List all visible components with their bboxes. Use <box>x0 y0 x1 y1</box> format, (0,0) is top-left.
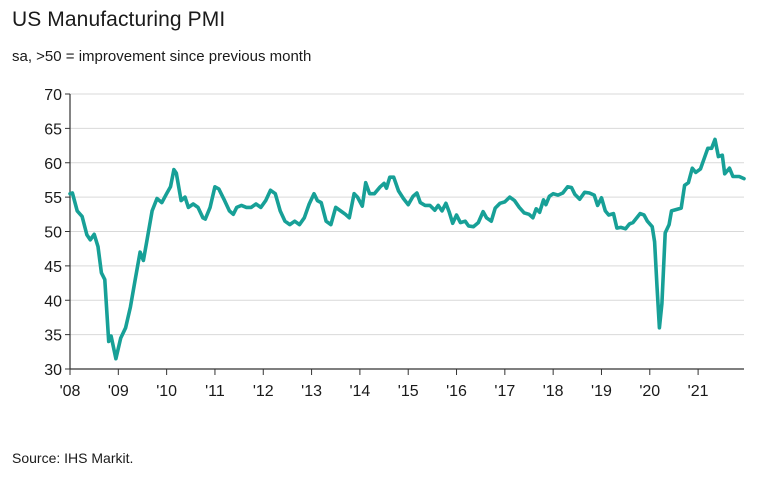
x-tick-label: '19 <box>591 383 612 400</box>
y-tick-label: 40 <box>44 293 62 310</box>
x-tick-label: '16 <box>446 383 467 400</box>
y-tick-label: 50 <box>44 225 62 242</box>
chart-subtitle: sa, >50 = improvement since previous mon… <box>12 48 312 65</box>
x-axis-ticks: '08 '09 '10 '11 '12 '13 '14 '15 '16 '17 '18 '19 '20 '… <box>60 369 709 400</box>
x-tick-label: '20 <box>639 383 660 400</box>
y-tick-label: 30 <box>44 362 62 379</box>
series-line-pmi <box>68 137 746 361</box>
x-tick-label: '21 <box>688 383 709 400</box>
gridlines <box>70 93 744 336</box>
y-axis-ticks: 70 65 60 55 50 45 40 35 30 <box>44 87 70 379</box>
x-tick-label: '10 <box>156 383 177 400</box>
x-tick-label: '09 <box>108 383 129 400</box>
x-tick-label: '18 <box>543 383 564 400</box>
y-tick-label: 55 <box>44 190 62 207</box>
x-tick-label: '11 <box>205 383 225 400</box>
source-note: Source: IHS Markit. <box>12 450 134 466</box>
y-tick-label: 35 <box>44 328 62 345</box>
x-tick-label: '13 <box>301 383 322 400</box>
x-tick-label: '12 <box>253 383 274 400</box>
y-tick-label: 70 <box>44 87 62 104</box>
series-group <box>68 137 746 361</box>
y-tick-label: 65 <box>44 121 62 138</box>
y-tick-label: 60 <box>44 156 62 173</box>
chart-title: US Manufacturing PMI <box>12 8 226 31</box>
x-tick-label: '15 <box>398 383 419 400</box>
x-tick-label: '08 <box>60 383 81 400</box>
y-tick-label: 45 <box>44 259 62 276</box>
x-tick-label: '17 <box>494 383 515 400</box>
x-tick-label: '14 <box>349 383 370 400</box>
